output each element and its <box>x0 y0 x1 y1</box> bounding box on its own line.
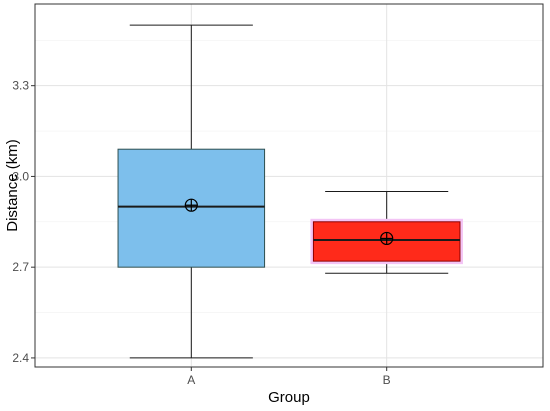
plot-panel-border <box>34 3 544 368</box>
x-axis-title: Group <box>268 389 310 406</box>
y-tick-label: 2.7 <box>12 260 29 274</box>
y-axis-title: Distance (km) <box>4 139 21 232</box>
box-a <box>117 24 266 359</box>
box-series <box>117 24 463 359</box>
y-tick-label: 3.0 <box>12 169 29 183</box>
y-tick-label: 2.4 <box>12 351 29 365</box>
y-tick-label: 3.3 <box>12 79 29 93</box>
x-tick-label: A <box>187 373 195 387</box>
x-tick-label: B <box>383 373 391 387</box>
box-b <box>310 191 463 274</box>
axis-ticks: 2.4 2.7 3.0 3.3 A B <box>12 79 390 387</box>
